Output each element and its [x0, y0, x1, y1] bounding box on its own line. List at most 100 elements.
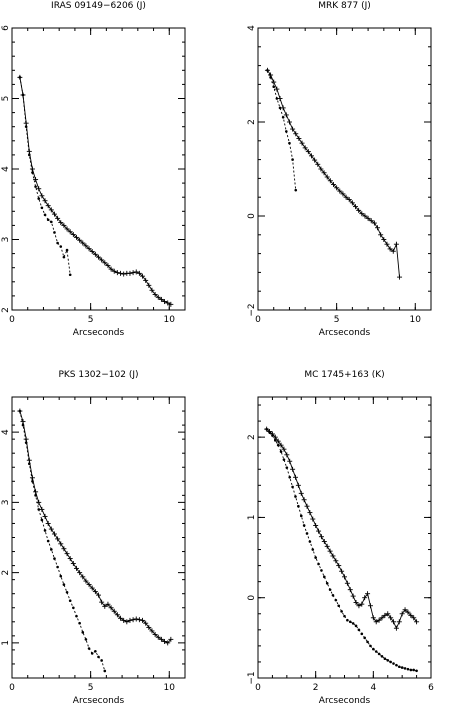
chart-mc-psf-point: [282, 458, 286, 461]
chart-mc-psf-point: [343, 614, 346, 618]
chart-mc-profile-point: [321, 539, 327, 545]
chart-pks-psf-line: [19, 411, 106, 672]
chart-mc-xtick-label: 0: [255, 683, 261, 693]
chart-mc-profile-point: [385, 611, 391, 617]
chart-iras-profile-line: [19, 77, 171, 305]
chart-mc-profile-point: [402, 607, 408, 613]
chart-pks-psf-point: [37, 508, 41, 511]
chart-pks-profile-point: [86, 582, 92, 588]
chart-mc-profile-point: [304, 503, 310, 509]
chart-iras-ytick-label: 4: [1, 166, 11, 172]
chart-pks-psf-point: [34, 494, 37, 497]
chart-mc-ytick-label: 2: [247, 434, 257, 440]
chart-mc-profile-line: [266, 428, 417, 630]
chart-pks-profile-point: [48, 526, 54, 532]
chart-pks-profile-point: [102, 603, 108, 609]
chart-mrk-profile-point: [277, 96, 283, 101]
chart-mrk-profile-line: [267, 70, 400, 278]
chart-pks-psf-point: [40, 518, 44, 522]
chart-iras-psf-point: [18, 76, 22, 79]
chart-iras-profile-point: [80, 240, 86, 246]
chart-iras-profile-point: [89, 248, 95, 254]
chart-iras-profile-point: [48, 207, 54, 213]
chart-mc-psf-point: [271, 434, 274, 437]
chart-iras-psf-point: [21, 93, 25, 97]
chart-mc-profile-point: [411, 615, 417, 621]
chart-pks-profile-point: [42, 513, 48, 519]
chart-iras-xtick-label: 10: [164, 315, 176, 325]
chart-pks-profile-point: [105, 601, 111, 607]
chart-mc-profile-point: [336, 563, 342, 569]
chart-pks-profile-point: [23, 436, 29, 442]
chart-pks-psf-point: [103, 669, 107, 673]
chart-mrk-profile-point: [368, 218, 374, 224]
chart-pks-profile-point: [152, 631, 158, 637]
chart-mc-profile-point: [313, 522, 319, 528]
chart-iras-psf-point: [34, 185, 37, 188]
chart-pks-profile-point: [118, 615, 124, 621]
chart-iras-profile-point: [121, 271, 127, 277]
chart-mc-psf-point: [412, 668, 416, 672]
chart-iras-profile-point: [140, 273, 146, 279]
chart-iras-ytick-label: 3: [1, 237, 11, 243]
chart-mc-psf-point: [389, 660, 392, 664]
chart-pks-profile-point: [127, 617, 133, 623]
chart-mc-xlabel: Arcseconds: [319, 696, 371, 706]
chart-iras-profile-point: [96, 254, 101, 260]
chart-mrk-profile-point: [356, 207, 362, 213]
chart-pks-profile-point: [89, 585, 95, 591]
chart-mc-profile-point: [391, 619, 397, 625]
chart-pks-profile-line: [19, 410, 172, 644]
chart-pks-ytick-label: 3: [1, 500, 11, 506]
chart-mrk-xtick-label: 5: [334, 315, 340, 325]
chart-mc-profile-point: [405, 609, 411, 615]
chart-mc-xtick-label: 6: [428, 683, 434, 693]
chart-mrk-profile-point: [312, 157, 318, 163]
chart-mrk-title: MRK 877 (J): [318, 1, 371, 11]
chart-mrk-psf-point: [281, 116, 285, 119]
chart-mc-profile-point: [414, 619, 420, 625]
chart-pks-profile-point: [133, 616, 139, 622]
chart-mc-psf-point: [308, 540, 312, 543]
chart-mc-profile-point: [318, 534, 324, 540]
chart-mc-psf-point: [366, 640, 369, 644]
chart-iras-psf-line: [19, 77, 71, 275]
chart-pks-xlabel: Arcseconds: [73, 696, 125, 706]
chart-mrk-profile-point: [397, 274, 403, 280]
chart-iras-psf-point: [43, 213, 47, 217]
chart-mc-profile-point: [292, 474, 298, 480]
chart-iras-profile-point: [127, 270, 133, 276]
chart-pks-psf-point: [31, 480, 34, 483]
chart-mc-profile-point: [298, 490, 304, 496]
chart-mc-psf-point: [348, 620, 352, 624]
chart-pks-profile-point: [51, 531, 57, 537]
chart-pks-profile-point: [143, 620, 149, 626]
chart-mc-profile-point: [373, 619, 379, 625]
chart-iras-profile-point: [36, 186, 42, 192]
chart-mc-profile-point: [287, 458, 293, 464]
chart-mc-profile-point: [350, 593, 356, 599]
chart-mc-psf-point: [305, 532, 309, 535]
chart-mc-profile-point: [396, 619, 402, 625]
chart-iras-profile-point: [111, 268, 117, 274]
chart-mc-profile-point: [359, 601, 365, 607]
chart-mc-profile-point: [295, 482, 301, 488]
chart-mc-psf-point: [415, 669, 418, 673]
chart-mc-psf-point: [400, 666, 404, 669]
chart-pks-xtick-label: 5: [88, 683, 94, 693]
chart-pks-psf-point: [84, 638, 88, 641]
chart-mrk-ytick-label: −2: [247, 303, 257, 316]
chart-pks-profile-point: [155, 634, 161, 640]
chart-mrk-profile-point: [384, 241, 390, 247]
chart-mc-psf-point: [279, 450, 283, 453]
chart-mc-psf-point: [360, 632, 364, 636]
chart-pks-profile-point: [146, 624, 152, 630]
chart-iras-profile-point: [136, 270, 142, 276]
chart-mrk-profile-point: [330, 182, 336, 188]
chart-iras-ytick-label: 5: [1, 96, 11, 102]
chart-mrk-ytick-label: 0: [247, 213, 257, 219]
chart-iras-profile-point: [162, 299, 168, 305]
chart-mrk-profile-point: [343, 194, 349, 200]
chart-pks-profile-point: [58, 541, 64, 547]
chart-pks-psf-point: [56, 565, 59, 569]
